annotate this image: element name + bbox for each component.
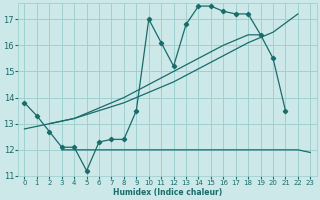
X-axis label: Humidex (Indice chaleur): Humidex (Indice chaleur)	[113, 188, 222, 197]
